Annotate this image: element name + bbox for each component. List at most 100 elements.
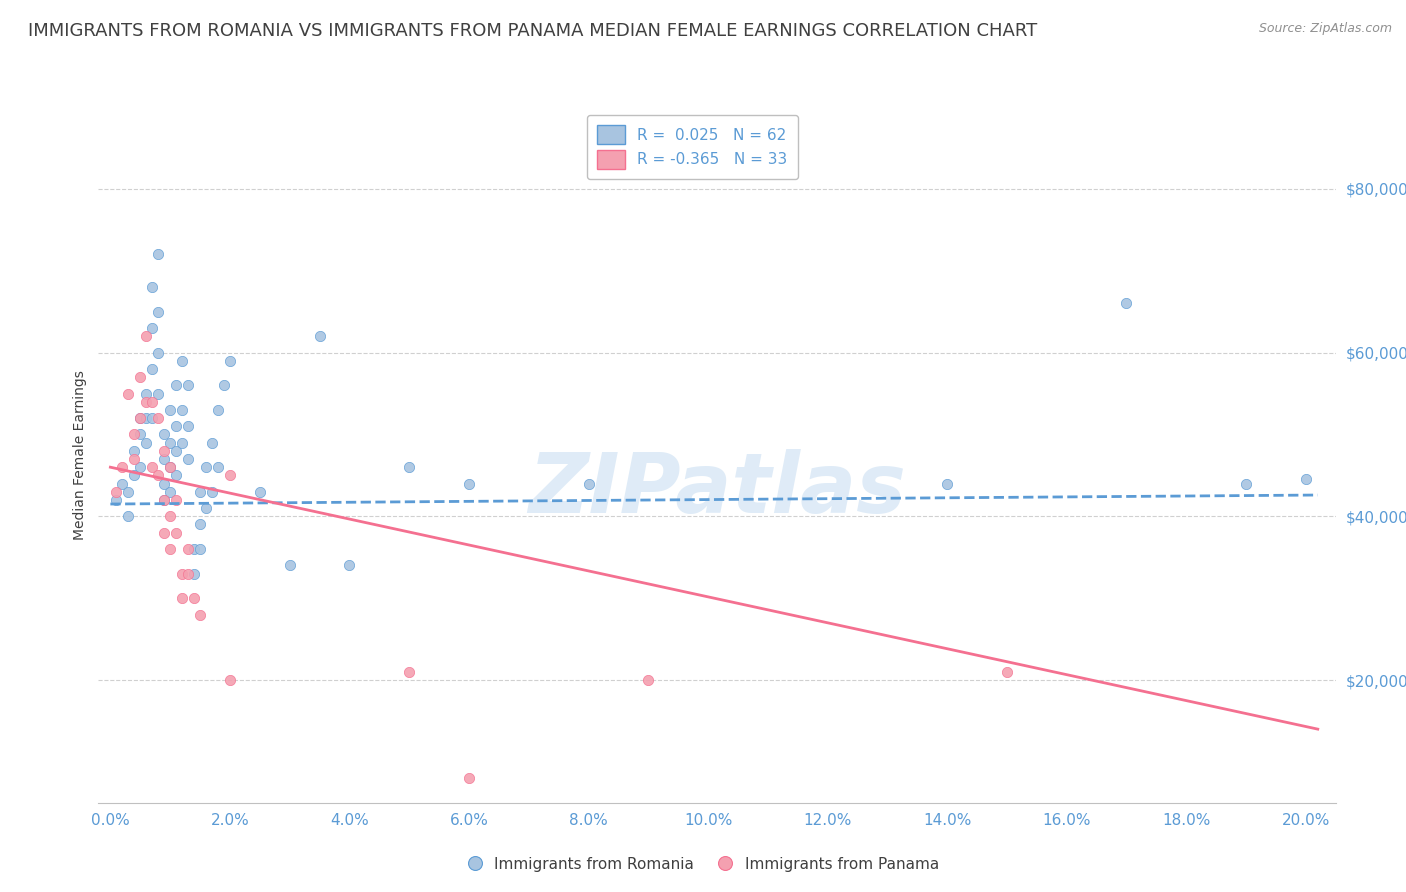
Point <box>188 607 211 622</box>
Point <box>188 484 211 499</box>
Point <box>195 501 218 516</box>
Point <box>159 435 181 450</box>
Point <box>188 542 211 557</box>
Point <box>159 403 181 417</box>
Point <box>165 468 187 483</box>
Point <box>148 304 170 318</box>
Point <box>129 370 152 384</box>
Point <box>141 362 163 376</box>
Point <box>339 558 361 573</box>
Point <box>188 517 211 532</box>
Point <box>153 525 176 540</box>
Point <box>111 476 134 491</box>
Point <box>135 329 157 343</box>
Point <box>219 353 242 368</box>
Point <box>936 476 959 491</box>
Point <box>165 443 187 458</box>
Point <box>278 558 301 573</box>
Point <box>177 566 200 581</box>
Point <box>172 403 194 417</box>
Point <box>398 460 420 475</box>
Point <box>153 443 176 458</box>
Point <box>249 484 271 499</box>
Point <box>207 460 229 475</box>
Point <box>153 427 176 442</box>
Point <box>135 394 157 409</box>
Point <box>172 353 194 368</box>
Point <box>111 460 134 475</box>
Point <box>148 386 170 401</box>
Point <box>183 591 205 606</box>
Point <box>195 460 218 475</box>
Point <box>105 492 128 507</box>
Point <box>124 468 146 483</box>
Point <box>172 591 194 606</box>
Point <box>183 542 205 557</box>
Text: Source: ZipAtlas.com: Source: ZipAtlas.com <box>1258 22 1392 36</box>
Point <box>219 673 242 687</box>
Point <box>637 673 659 687</box>
Point <box>135 411 157 425</box>
Point <box>141 460 163 475</box>
Point <box>124 452 146 467</box>
Point <box>183 566 205 581</box>
Point <box>165 525 187 540</box>
Legend: R =  0.025   N = 62, R = -0.365   N = 33: R = 0.025 N = 62, R = -0.365 N = 33 <box>586 115 799 179</box>
Point <box>398 665 420 679</box>
Point <box>129 460 152 475</box>
Point <box>458 476 481 491</box>
Point <box>117 386 139 401</box>
Point <box>135 435 157 450</box>
Point <box>148 345 170 359</box>
Text: IMMIGRANTS FROM ROMANIA VS IMMIGRANTS FROM PANAMA MEDIAN FEMALE EARNINGS CORRELA: IMMIGRANTS FROM ROMANIA VS IMMIGRANTS FR… <box>28 22 1038 40</box>
Point <box>172 435 194 450</box>
Point <box>135 386 157 401</box>
Point <box>117 509 139 524</box>
Point <box>153 452 176 467</box>
Point <box>105 484 128 499</box>
Point <box>153 492 176 507</box>
Point <box>578 476 600 491</box>
Point <box>141 394 163 409</box>
Point <box>201 484 224 499</box>
Point <box>141 411 163 425</box>
Point <box>117 484 139 499</box>
Point <box>129 411 152 425</box>
Point <box>995 665 1018 679</box>
Point <box>141 280 163 294</box>
Point <box>219 468 242 483</box>
Point <box>1234 476 1257 491</box>
Point <box>148 468 170 483</box>
Point <box>177 542 200 557</box>
Point <box>159 509 181 524</box>
Point <box>129 411 152 425</box>
Point <box>124 427 146 442</box>
Point <box>159 460 181 475</box>
Point <box>201 435 224 450</box>
Point <box>165 419 187 434</box>
Point <box>1115 296 1137 310</box>
Point <box>177 452 200 467</box>
Point <box>207 403 229 417</box>
Y-axis label: Median Female Earnings: Median Female Earnings <box>73 370 87 540</box>
Point <box>159 484 181 499</box>
Point <box>129 427 152 442</box>
Point <box>308 329 330 343</box>
Point <box>1295 473 1317 487</box>
Point <box>172 566 194 581</box>
Point <box>177 378 200 392</box>
Point <box>153 492 176 507</box>
Point <box>165 378 187 392</box>
Point <box>212 378 235 392</box>
Point <box>458 771 481 785</box>
Point <box>148 411 170 425</box>
Point <box>141 321 163 335</box>
Point <box>177 419 200 434</box>
Point <box>165 492 187 507</box>
Point <box>148 247 170 261</box>
Point <box>159 460 181 475</box>
Legend: Immigrants from Romania, Immigrants from Panama: Immigrants from Romania, Immigrants from… <box>460 849 946 880</box>
Point <box>124 443 146 458</box>
Point <box>153 476 176 491</box>
Point <box>159 542 181 557</box>
